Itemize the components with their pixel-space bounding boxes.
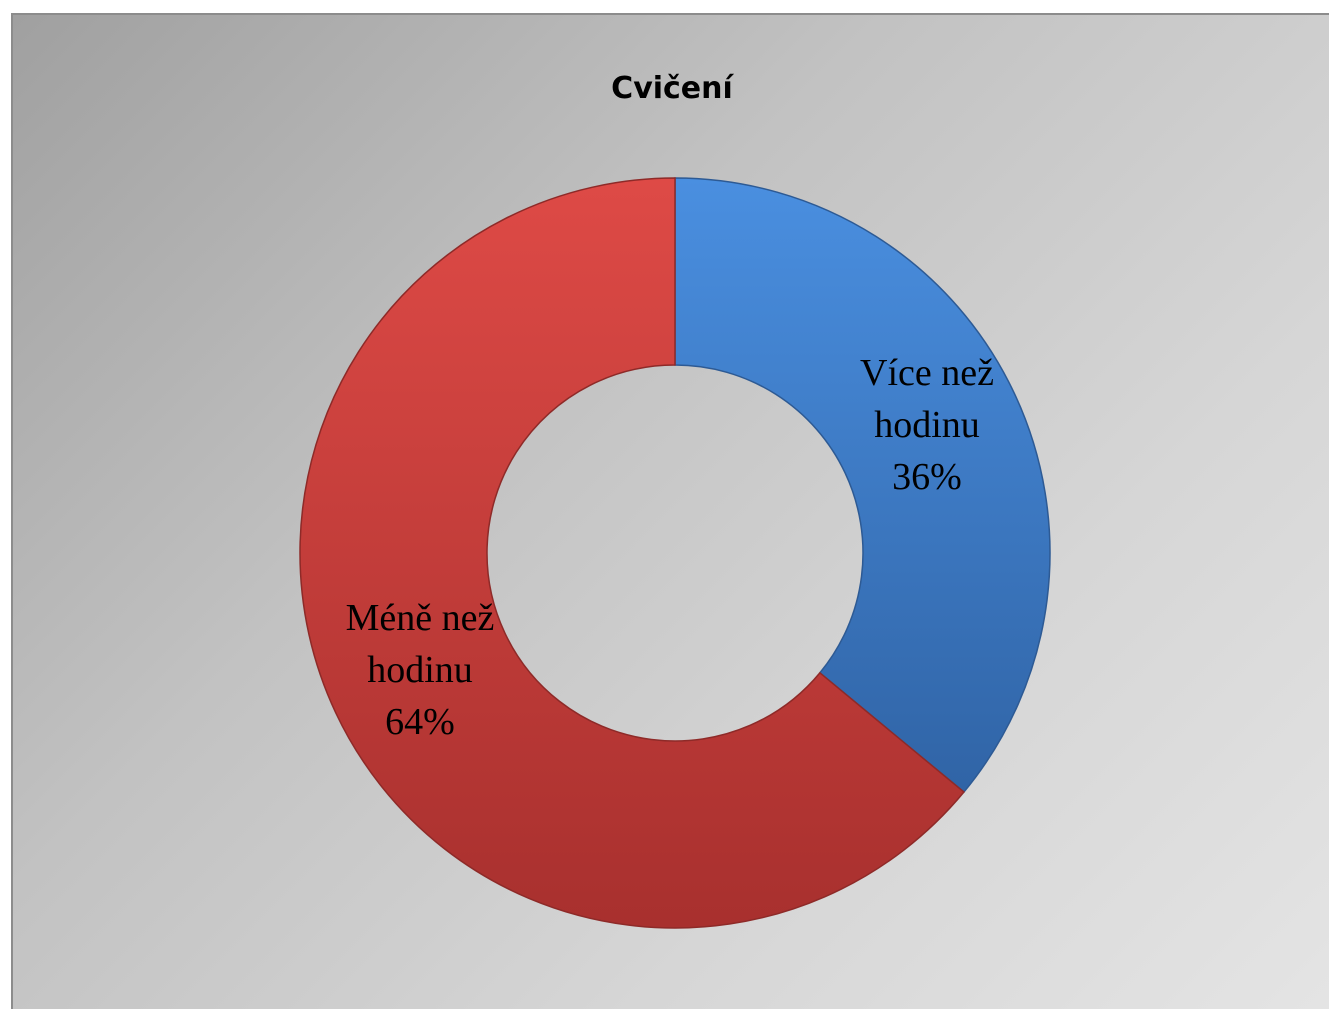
- data-label-line: Méně než: [346, 597, 495, 639]
- chart-title: Cvičení: [611, 71, 733, 106]
- data-label-1: Méně než hodinu 64%: [346, 597, 495, 743]
- data-label-line: 64%: [385, 701, 455, 743]
- data-label-0: Více než hodinu 36%: [860, 352, 994, 498]
- data-label-line: Více než: [860, 352, 994, 394]
- data-label-line: 36%: [892, 456, 962, 498]
- donut-slice-vice-nez-hodinu: [674, 177, 1051, 794]
- donut-slice-mene-nez-hodinu: [299, 177, 965, 929]
- data-label-line: hodinu: [367, 649, 473, 691]
- data-label-line: hodinu: [874, 404, 980, 446]
